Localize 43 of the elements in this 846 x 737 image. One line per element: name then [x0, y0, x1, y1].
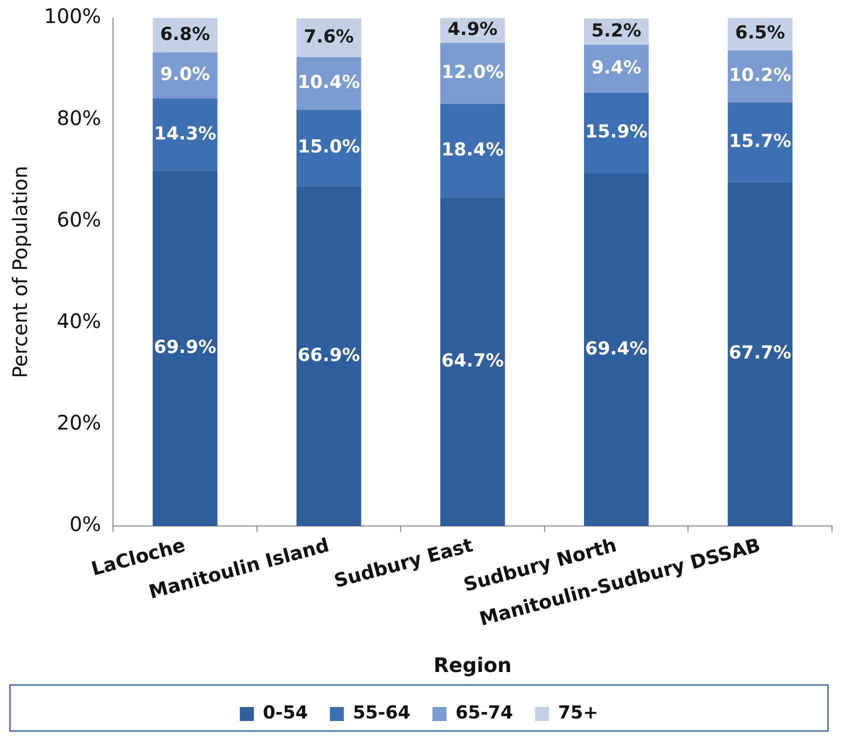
bar — [440, 104, 505, 198]
bar — [584, 173, 649, 526]
data-label: 9.0% — [160, 64, 210, 86]
y-tick-label: 80% — [56, 106, 102, 130]
data-label: 69.4% — [585, 338, 648, 360]
data-label: 4.9% — [448, 19, 498, 40]
data-label: 7.6% — [304, 26, 354, 48]
y-tick-label: 0% — [69, 512, 102, 536]
data-label: 5.2% — [591, 20, 642, 42]
x-axis-title: Region — [434, 653, 512, 678]
bar — [296, 110, 362, 186]
data-label: 66.9% — [298, 344, 360, 366]
bar — [728, 102, 792, 182]
bar — [440, 42, 505, 104]
y-tick-label: 100% — [44, 4, 102, 28]
data-label: 6.8% — [160, 24, 210, 45]
data-label: 14.3% — [154, 123, 216, 144]
legend-label: 55-64 — [352, 702, 410, 724]
y-axis-title: Percent of Population — [8, 166, 32, 378]
data-label: 69.9% — [154, 337, 216, 358]
data-label: 10.2% — [728, 65, 792, 86]
data-label: 67.7% — [728, 342, 792, 364]
data-label: 15.7% — [728, 130, 792, 152]
y-tick-label: 20% — [56, 410, 102, 435]
data-label: 6.5% — [735, 22, 786, 44]
data-label: 12.0% — [441, 62, 504, 84]
bar — [440, 197, 505, 526]
bar — [296, 186, 362, 526]
bar — [584, 92, 649, 174]
bar — [152, 98, 218, 171]
data-label: 10.4% — [298, 72, 360, 94]
data-label: 15.9% — [585, 122, 648, 143]
bar — [728, 182, 792, 526]
legend-label: 65-74 — [455, 702, 514, 724]
bar — [152, 170, 218, 526]
legend-label: 75+ — [558, 702, 598, 724]
y-tick-label: 60% — [56, 207, 102, 232]
legend-label: 0-54 — [262, 702, 308, 724]
data-label: 64.7% — [441, 350, 504, 372]
data-label: 9.4% — [591, 57, 642, 78]
y-tick-label: 40% — [56, 309, 102, 334]
data-label: 15.0% — [298, 136, 360, 158]
data-label: 18.4% — [441, 139, 504, 160]
